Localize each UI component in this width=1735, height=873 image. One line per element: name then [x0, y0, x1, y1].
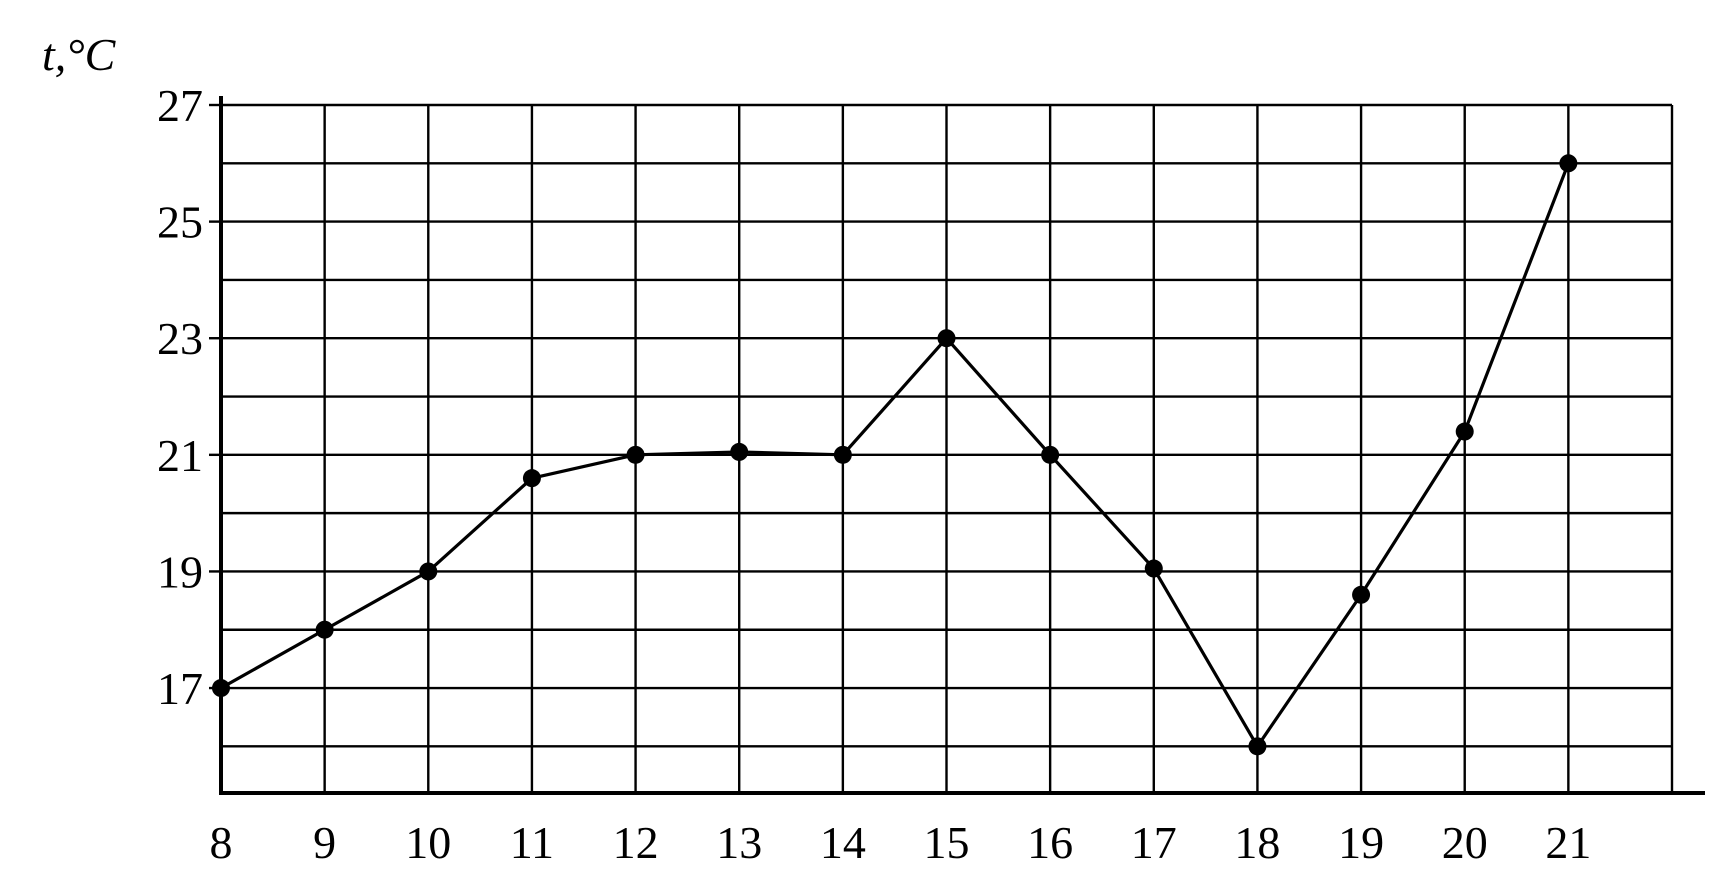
x-tick-label: 20: [1442, 817, 1488, 868]
data-point: [419, 562, 438, 581]
data-point: [730, 442, 749, 461]
x-tick-label: 17: [1131, 817, 1177, 868]
y-tick-label: 27: [157, 80, 203, 131]
data-point: [1352, 585, 1371, 604]
tick-labels: 17 19 21 23 25 27 8 9 10 11 12 13 14 15 16 17 18 19 20 21: [157, 80, 1591, 868]
data-point: [1144, 559, 1163, 578]
markers: [212, 154, 1578, 756]
grid: [221, 103, 1674, 793]
data-point: [212, 679, 230, 698]
x-tick-label: 18: [1234, 817, 1280, 868]
x-tick-label: 12: [613, 817, 659, 868]
data-point: [1559, 154, 1578, 173]
data-point: [937, 329, 956, 348]
y-tick-label: 23: [157, 313, 203, 364]
x-tick-label: 14: [820, 817, 866, 868]
x-tick-label: 9: [313, 817, 336, 868]
data-point: [833, 445, 852, 464]
data-point: [1248, 737, 1267, 756]
data-point: [1041, 445, 1060, 464]
x-tick-label: 11: [510, 817, 554, 868]
series-line: [220, 162, 1570, 748]
y-tick-label: 21: [157, 430, 203, 481]
x-tick-label: 19: [1338, 817, 1384, 868]
y-tick-label: 25: [157, 197, 203, 248]
x-tick-label: 15: [924, 817, 970, 868]
data-point: [315, 620, 334, 639]
x-tick-label: 16: [1027, 817, 1073, 868]
x-tick-label: 8: [210, 817, 233, 868]
y-tick-label: 17: [157, 663, 203, 714]
data-point: [626, 445, 645, 464]
y-tick-label: 19: [157, 546, 203, 597]
x-tick-label: 13: [716, 817, 762, 868]
data-point: [1455, 422, 1474, 441]
x-tick-label: 10: [405, 817, 451, 868]
series: [220, 162, 1570, 748]
x-tick-label: 21: [1545, 817, 1591, 868]
y-axis-title: t,°C: [42, 29, 117, 80]
data-point: [522, 469, 541, 488]
